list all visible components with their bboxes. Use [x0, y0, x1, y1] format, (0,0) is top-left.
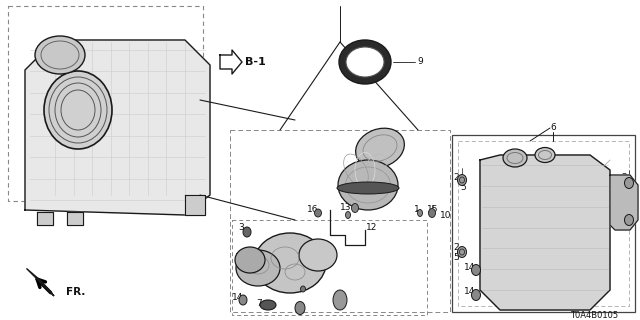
Text: 8: 8: [333, 292, 339, 301]
Ellipse shape: [235, 247, 265, 273]
Ellipse shape: [351, 204, 358, 212]
Ellipse shape: [333, 290, 347, 310]
Text: 14: 14: [232, 293, 243, 302]
Ellipse shape: [346, 47, 384, 77]
Ellipse shape: [535, 148, 555, 163]
Polygon shape: [37, 212, 53, 225]
Text: 5: 5: [453, 253, 459, 262]
Text: 13: 13: [340, 204, 351, 212]
Ellipse shape: [472, 290, 481, 300]
Polygon shape: [26, 268, 54, 296]
Ellipse shape: [254, 233, 326, 293]
Text: 5: 5: [628, 182, 634, 191]
Text: 2: 2: [621, 172, 627, 181]
Text: 14: 14: [464, 262, 476, 271]
Ellipse shape: [236, 250, 280, 286]
Text: 2: 2: [453, 172, 459, 181]
Text: 10: 10: [440, 211, 451, 220]
Ellipse shape: [239, 295, 247, 305]
Ellipse shape: [301, 286, 305, 292]
Bar: [458, 141, 629, 306]
Text: 4: 4: [350, 190, 356, 199]
Bar: [8, 6, 203, 201]
Ellipse shape: [35, 36, 85, 74]
Polygon shape: [610, 175, 638, 230]
Text: 14: 14: [464, 287, 476, 297]
Ellipse shape: [260, 300, 276, 310]
Text: 11: 11: [235, 253, 246, 262]
Text: 6: 6: [550, 124, 556, 132]
Polygon shape: [480, 155, 610, 310]
Text: B-1: B-1: [245, 57, 266, 67]
Text: 5: 5: [460, 182, 466, 191]
Text: FR.: FR.: [66, 287, 85, 297]
Text: 16: 16: [307, 205, 319, 214]
Ellipse shape: [44, 71, 112, 149]
Text: 7: 7: [256, 299, 262, 308]
Text: 12: 12: [366, 223, 378, 233]
Text: 2: 2: [296, 285, 301, 294]
Polygon shape: [185, 195, 205, 215]
Ellipse shape: [314, 209, 321, 217]
Ellipse shape: [472, 265, 481, 276]
Ellipse shape: [338, 160, 398, 210]
Ellipse shape: [243, 227, 251, 237]
Ellipse shape: [299, 239, 337, 271]
Text: 5: 5: [294, 306, 300, 315]
Ellipse shape: [625, 178, 634, 188]
Ellipse shape: [417, 210, 422, 217]
Polygon shape: [25, 40, 210, 215]
Ellipse shape: [429, 209, 435, 218]
Text: 15: 15: [427, 205, 438, 214]
Ellipse shape: [458, 246, 467, 258]
Ellipse shape: [346, 212, 351, 219]
Text: 1: 1: [414, 205, 420, 214]
Ellipse shape: [337, 182, 399, 194]
Ellipse shape: [458, 174, 467, 186]
Bar: [232, 220, 427, 315]
Ellipse shape: [625, 214, 634, 226]
Polygon shape: [67, 212, 83, 225]
Ellipse shape: [295, 301, 305, 315]
Ellipse shape: [503, 149, 527, 167]
Ellipse shape: [356, 128, 404, 168]
Bar: [230, 130, 450, 312]
Text: 3: 3: [238, 223, 244, 233]
Bar: [452, 135, 635, 312]
Ellipse shape: [339, 40, 391, 84]
Text: T0A4B0105: T0A4B0105: [570, 310, 618, 319]
Text: 2: 2: [453, 244, 459, 252]
Text: 9: 9: [417, 58, 423, 67]
Polygon shape: [220, 50, 242, 74]
